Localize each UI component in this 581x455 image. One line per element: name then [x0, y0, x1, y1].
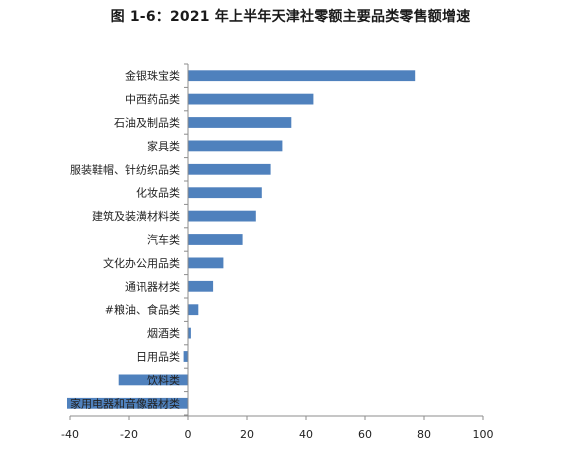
x-tick-label: 80 — [417, 428, 431, 441]
category-label: 日用品类 — [136, 350, 180, 364]
bar — [188, 304, 199, 316]
category-labels: 金银珠宝类中西药品类石油及制品类家具类服装鞋帽、针纺织品类化妆品类建筑及装潢材料… — [70, 69, 180, 411]
category-label: 家用电器和音像器材类 — [70, 396, 180, 410]
category-label: 石油及制品类 — [114, 116, 180, 130]
category-label: 建筑及装潢材料类 — [92, 209, 180, 223]
x-tick-label: 20 — [240, 428, 254, 441]
bar — [67, 397, 188, 409]
category-label: 文化办公用品类 — [103, 256, 180, 270]
category-label: 汽车类 — [147, 233, 180, 247]
axes — [69, 63, 484, 420]
category-label: 服装鞋帽、针纺织品类 — [70, 162, 180, 176]
x-tick-label: 100 — [473, 428, 494, 441]
bar — [188, 210, 256, 222]
category-label: 通讯器材类 — [125, 279, 180, 293]
category-label: 饮料类 — [147, 373, 180, 387]
bar — [188, 234, 243, 245]
bar — [188, 93, 314, 105]
bar — [188, 70, 416, 82]
x-tick-label: -40 — [61, 428, 79, 441]
category-label: 金银珠宝类 — [125, 69, 180, 83]
bar — [118, 374, 188, 386]
x-tick-label: 60 — [358, 428, 372, 441]
bar — [188, 140, 283, 152]
category-label: #粮油、食品类 — [105, 303, 180, 317]
bars-layer — [67, 70, 416, 409]
x-tick-label: -20 — [120, 428, 138, 441]
x-tick-labels: -40 -20 0 20 40 60 80 100 — [61, 428, 493, 441]
category-label: 烟酒类 — [147, 326, 180, 340]
category-label: 家具类 — [147, 139, 180, 153]
bar — [188, 163, 271, 175]
bar — [188, 257, 224, 269]
bar — [188, 327, 191, 339]
chart-title: 图 1-6：2021 年上半年天津社零额主要品类零售额增速 — [110, 9, 471, 25]
category-label: 中西药品类 — [125, 92, 180, 106]
bar — [188, 187, 262, 199]
category-label: 化妆品类 — [136, 186, 180, 200]
bar — [183, 351, 188, 362]
x-tick-label: 40 — [299, 428, 313, 441]
x-tick-label: 0 — [185, 428, 192, 441]
bar — [188, 280, 214, 292]
bar — [188, 117, 292, 128]
